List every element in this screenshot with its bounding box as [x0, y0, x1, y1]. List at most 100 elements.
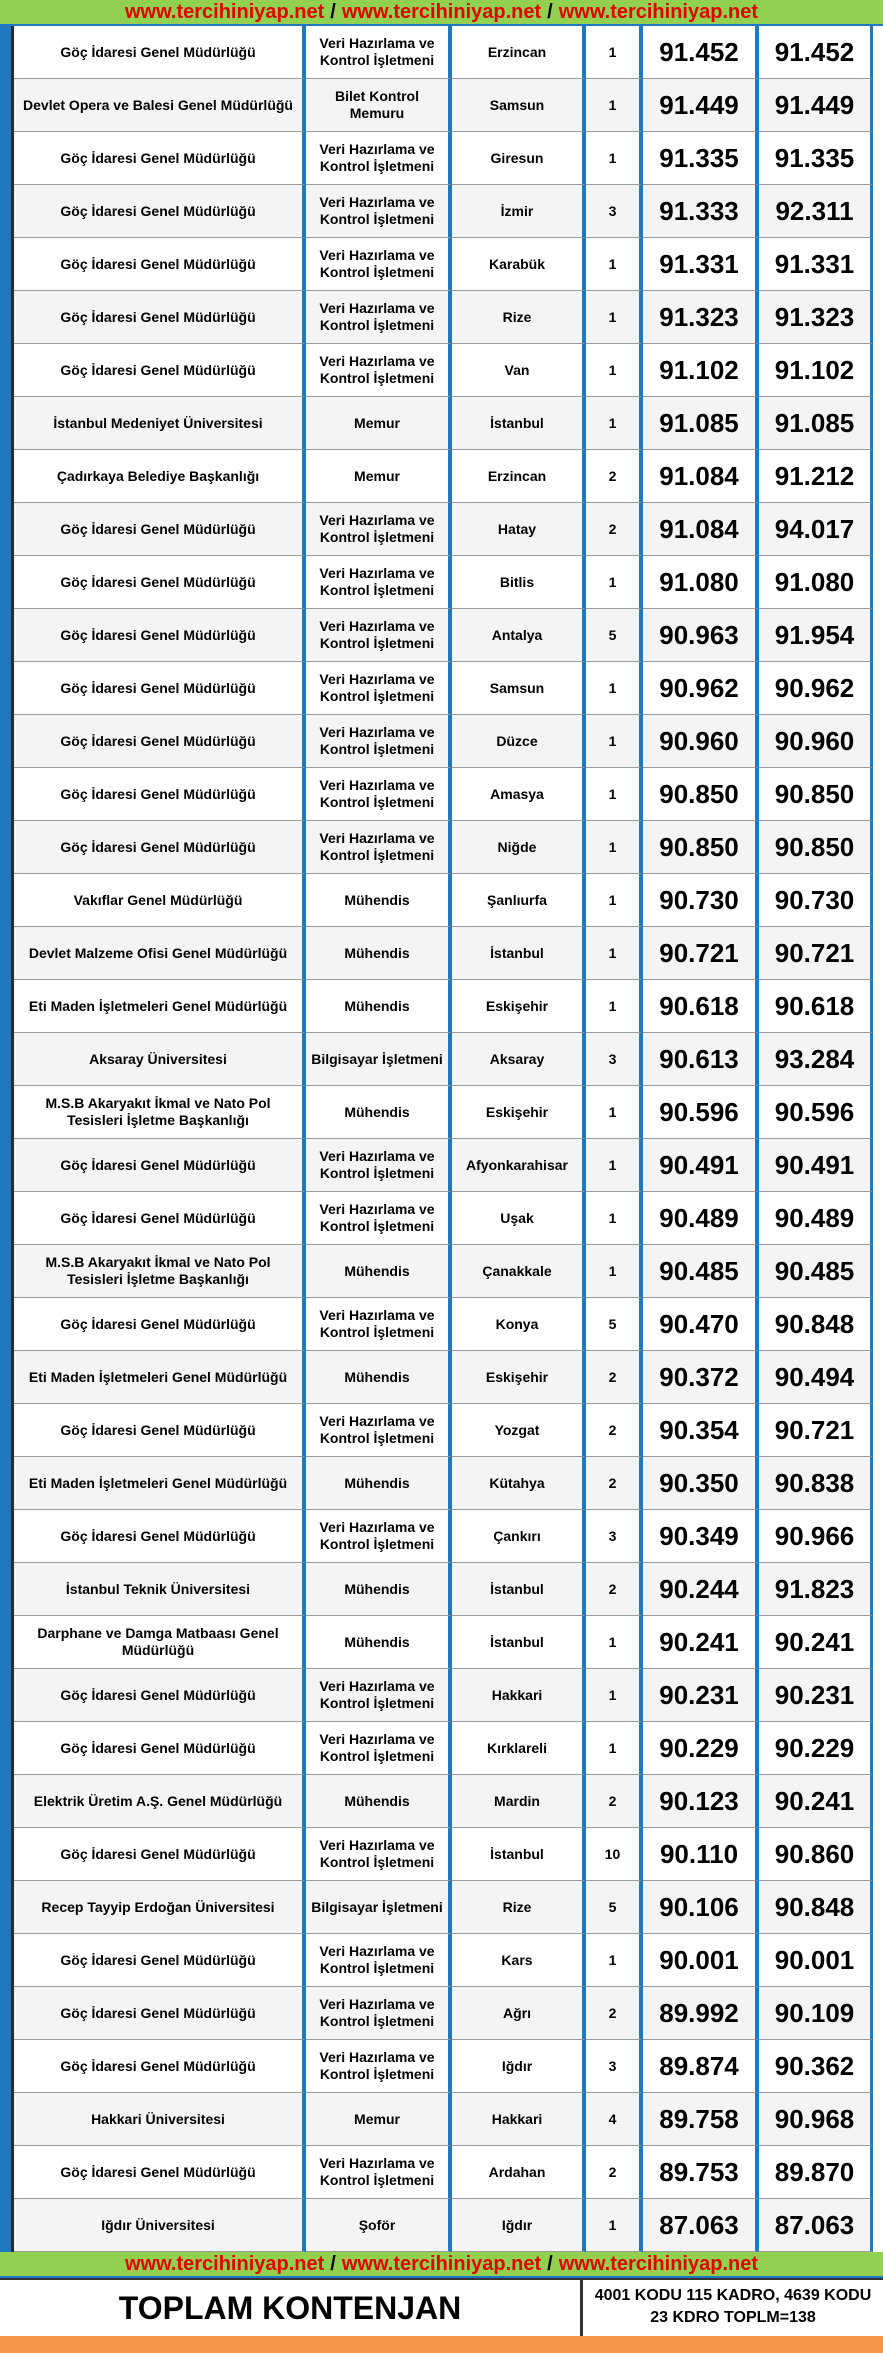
city: Karabük	[452, 238, 586, 291]
institution: Recep Tayyip Erdoğan Üniversitesi	[14, 1881, 306, 1934]
row-edge	[0, 1881, 14, 1934]
quota: 5	[586, 1881, 643, 1934]
row-edge	[0, 1139, 14, 1192]
row-edge	[0, 1457, 14, 1510]
row-edge	[0, 2199, 14, 2252]
row-edge	[0, 1086, 14, 1139]
row-edge	[0, 1775, 14, 1828]
position: Memur	[306, 397, 452, 450]
table-row: Göç İdaresi Genel Müdürlüğü Veri Hazırlam…	[0, 1139, 883, 1192]
institution: Göç İdaresi Genel Müdürlüğü	[14, 2146, 306, 2199]
table-row: Göç İdaresi Genel Müdürlüğü Veri Hazırlam…	[0, 503, 883, 556]
table-row: Göç İdaresi Genel Müdürlüğü Veri Hazırlam…	[0, 1722, 883, 1775]
institution: Iğdır Üniversitesi	[14, 2199, 306, 2252]
position: Veri Hazırlama ve Kontrol İşletmeni	[306, 1404, 452, 1457]
max-score: 90.494	[759, 1351, 873, 1404]
institution: Göç İdaresi Genel Müdürlüğü	[14, 1298, 306, 1351]
position: Veri Hazırlama ve Kontrol İşletmeni	[306, 1828, 452, 1881]
site-link: www.tercihiniyap.net	[124, 1, 325, 23]
quota: 1	[586, 1192, 643, 1245]
table-row: Göç İdaresi Genel Müdürlüğü Veri Hazırlam…	[0, 132, 883, 185]
position: Veri Hazırlama ve Kontrol İşletmeni	[306, 26, 452, 79]
institution: Göç İdaresi Genel Müdürlüğü	[14, 2040, 306, 2093]
max-score: 90.730	[759, 874, 873, 927]
table-row: Göç İdaresi Genel Müdürlüğü Veri Hazırlam…	[0, 556, 883, 609]
row-edge	[0, 132, 14, 185]
city: Van	[452, 344, 586, 397]
row-edge	[0, 927, 14, 980]
quota: 3	[586, 2040, 643, 2093]
row-edge	[0, 503, 14, 556]
min-score: 91.449	[643, 79, 759, 132]
row-edge	[0, 1404, 14, 1457]
institution: Göç İdaresi Genel Müdürlüğü	[14, 291, 306, 344]
institution: Çadırkaya Belediye Başkanlığı	[14, 450, 306, 503]
min-score: 90.110	[643, 1828, 759, 1881]
quota: 1	[586, 79, 643, 132]
row-edge	[0, 1563, 14, 1616]
separator: /	[547, 1, 553, 23]
city: Rize	[452, 291, 586, 344]
institution: Göç İdaresi Genel Müdürlüğü	[14, 344, 306, 397]
position: Mühendis	[306, 1775, 452, 1828]
position: Veri Hazırlama ve Kontrol İşletmeni	[306, 132, 452, 185]
quota: 1	[586, 1139, 643, 1192]
min-score: 90.354	[643, 1404, 759, 1457]
min-score: 91.102	[643, 344, 759, 397]
max-score: 91.335	[759, 132, 873, 185]
max-score: 91.954	[759, 609, 873, 662]
city: Kütahya	[452, 1457, 586, 1510]
max-score: 91.085	[759, 397, 873, 450]
quota: 2	[586, 1563, 643, 1616]
position: Veri Hazırlama ve Kontrol İşletmeni	[306, 185, 452, 238]
position: Veri Hazırlama ve Kontrol İşletmeni	[306, 768, 452, 821]
institution: Göç İdaresi Genel Müdürlüğü	[14, 768, 306, 821]
city: Niğde	[452, 821, 586, 874]
row-edge	[0, 1934, 14, 1987]
table: Göç İdaresi Genel Müdürlüğü Veri Hazırlam…	[0, 26, 883, 2252]
city: Şanlıurfa	[452, 874, 586, 927]
row-edge	[0, 609, 14, 662]
city: Hakkari	[452, 2093, 586, 2146]
min-score: 90.960	[643, 715, 759, 768]
row-edge	[0, 344, 14, 397]
min-score: 90.850	[643, 821, 759, 874]
min-score: 91.333	[643, 185, 759, 238]
bottom-banner: www.tercihiniyap.net / www.tercihiniyap.ne…	[0, 2252, 883, 2278]
quota: 1	[586, 1616, 643, 1669]
city: Iğdır	[452, 2040, 586, 2093]
position: Memur	[306, 450, 452, 503]
max-score: 90.491	[759, 1139, 873, 1192]
quota: 1	[586, 132, 643, 185]
institution: Göç İdaresi Genel Müdürlüğü	[14, 821, 306, 874]
max-score: 90.721	[759, 927, 873, 980]
max-score: 91.449	[759, 79, 873, 132]
city: Kars	[452, 1934, 586, 1987]
institution: Göç İdaresi Genel Müdürlüğü	[14, 1510, 306, 1563]
position: Bilgisayar İşletmeni	[306, 1033, 452, 1086]
table-row: Hakkari Üniversitesi Memur Hakkari 4 89.758 9…	[0, 2093, 883, 2146]
top-banner: www.tercihiniyap.net / www.tercihiniyap.ne…	[0, 0, 883, 26]
row-edge	[0, 1351, 14, 1404]
institution: Göç İdaresi Genel Müdürlüğü	[14, 662, 306, 715]
min-score: 87.063	[643, 2199, 759, 2252]
city: Yozgat	[452, 1404, 586, 1457]
row-edge	[0, 821, 14, 874]
quota: 1	[586, 662, 643, 715]
quota: 1	[586, 344, 643, 397]
position: Veri Hazırlama ve Kontrol İşletmeni	[306, 1987, 452, 2040]
table-row: Göç İdaresi Genel Müdürlüğü Veri Hazırlam…	[0, 1828, 883, 1881]
institution: M.S.B Akaryakıt İkmal ve Nato Pol Tesisl…	[14, 1245, 306, 1298]
position: Bilgisayar İşletmeni	[306, 1881, 452, 1934]
city: Hakkari	[452, 1669, 586, 1722]
institution: Göç İdaresi Genel Müdürlüğü	[14, 1987, 306, 2040]
quota: 3	[586, 1510, 643, 1563]
city: Rize	[452, 1881, 586, 1934]
row-edge	[0, 1245, 14, 1298]
row-edge	[0, 238, 14, 291]
table-row: Göç İdaresi Genel Müdürlüğü Veri Hazırlam…	[0, 715, 883, 768]
city: Samsun	[452, 79, 586, 132]
position: Veri Hazırlama ve Kontrol İşletmeni	[306, 1934, 452, 1987]
max-score: 90.001	[759, 1934, 873, 1987]
position: Mühendis	[306, 1457, 452, 1510]
